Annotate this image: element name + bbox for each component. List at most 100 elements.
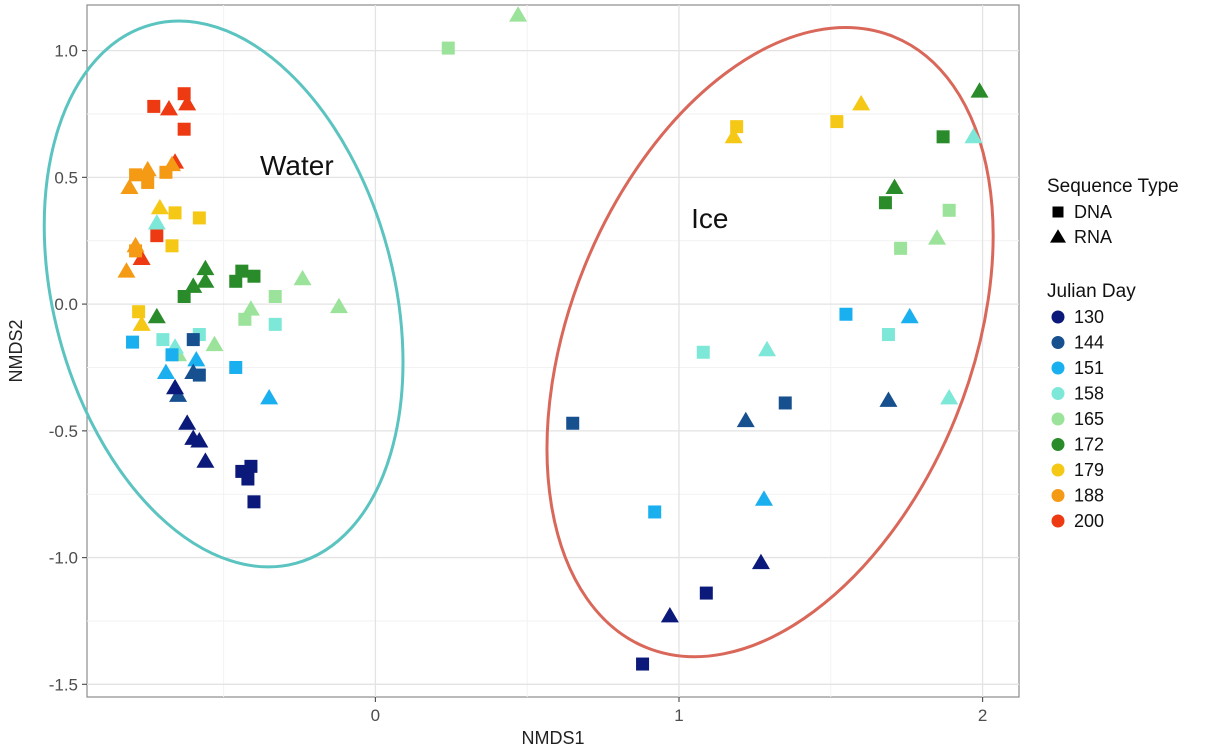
y-tick-label: -1.5 <box>49 675 78 694</box>
legend-color-label: 188 <box>1074 486 1104 506</box>
point-rna-day-200 <box>178 94 197 111</box>
legend-color-label: 179 <box>1074 460 1104 480</box>
point-rna-day-144 <box>184 363 203 380</box>
point-rna-day-188 <box>163 155 182 172</box>
point-dna-day-151 <box>165 348 179 362</box>
x-axis-title: NMDS1 <box>521 728 584 748</box>
point-dna-day-179 <box>132 305 146 319</box>
y-tick-label: 1.0 <box>54 42 78 61</box>
legend-color-label: 172 <box>1074 435 1104 455</box>
point-dna-day-144 <box>566 416 580 430</box>
legend-color-label: 158 <box>1074 384 1104 404</box>
point-rna-day-158 <box>964 127 983 144</box>
point-rna-day-130 <box>660 606 679 623</box>
point-dna-day-130 <box>241 472 255 486</box>
point-dna-day-151 <box>229 360 243 374</box>
point-dna-day-144 <box>186 333 200 347</box>
point-rna-day-200 <box>159 99 178 116</box>
point-rna-day-130 <box>190 432 209 448</box>
y-tick-label: 0.5 <box>54 168 78 187</box>
point-dna-day-158 <box>268 317 282 331</box>
point-rna-day-179 <box>150 198 169 215</box>
point-dna-day-172 <box>229 274 243 288</box>
group-label-ice: Ice <box>691 203 728 234</box>
plot-panel <box>86 4 1020 698</box>
legend-color-swatch <box>1051 361 1065 375</box>
point-rna-day-158 <box>758 340 777 357</box>
legend-color-swatch <box>1051 463 1065 477</box>
point-dna-day-172 <box>177 290 191 304</box>
point-rna-day-165 <box>205 335 224 352</box>
point-dna-day-151 <box>839 307 853 321</box>
point-dna-day-144 <box>778 396 792 410</box>
axes: 0 1 2 1.0 0.5 0.0 -0.5 -1.0 -1.5 <box>49 42 988 725</box>
y-tick-label: -0.5 <box>49 422 78 441</box>
point-dna-day-130 <box>244 459 258 473</box>
point-rna-day-151 <box>156 363 175 380</box>
point-rna-day-165 <box>329 297 348 314</box>
point-dna-day-200 <box>150 229 164 243</box>
point-rna-day-130 <box>196 452 215 468</box>
y-tick-label: 0.0 <box>54 295 78 314</box>
point-rna-day-151 <box>754 490 773 506</box>
point-dna-day-179 <box>830 115 844 129</box>
legend: Sequence Type Julian Day DNA RNA 130 144 151… <box>1047 176 1179 531</box>
point-dna-day-130 <box>699 586 713 600</box>
point-rna-day-144 <box>879 391 898 407</box>
point-rna-day-130 <box>166 378 185 395</box>
legend-color-label: 144 <box>1074 333 1104 353</box>
legend-color-label: 151 <box>1074 358 1104 378</box>
point-rna-day-172 <box>184 277 203 293</box>
point-rna-day-172 <box>147 307 166 324</box>
point-rna-day-151 <box>187 350 206 367</box>
ellipse-water <box>42 19 405 569</box>
point-dna-day-179 <box>168 206 182 220</box>
point-dna-day-172 <box>247 269 261 283</box>
point-dna-day-158 <box>696 345 710 359</box>
point-rna-day-165 <box>293 269 312 286</box>
point-dna-day-172 <box>878 196 892 210</box>
point-rna-day-151 <box>260 388 279 405</box>
point-rna-day-188 <box>117 262 136 278</box>
point-dna-day-179 <box>165 239 179 253</box>
point-rna-day-172 <box>196 272 215 288</box>
point-rna-day-165 <box>928 229 947 245</box>
point-rna-day-172 <box>196 259 215 276</box>
point-rna-day-188 <box>120 178 139 194</box>
x-tick-label: 2 <box>978 706 987 725</box>
legend-color-title: Julian Day <box>1047 281 1136 302</box>
point-dna-day-165 <box>238 312 252 326</box>
point-dna-day-172 <box>235 264 249 278</box>
legend-color-label: 165 <box>1074 409 1104 429</box>
point-dna-day-130 <box>247 495 261 509</box>
point-dna-day-165 <box>268 290 282 304</box>
point-rna-day-165 <box>509 6 528 22</box>
point-rna-day-144 <box>736 411 755 428</box>
point-dna-day-165 <box>942 203 956 217</box>
point-rna-day-179 <box>724 127 743 144</box>
point-rna-day-172 <box>970 82 989 98</box>
point-dna-day-130 <box>636 657 650 671</box>
legend-color-swatch <box>1051 438 1065 451</box>
point-dna-day-165 <box>441 41 455 55</box>
x-tick-label: 1 <box>674 706 683 725</box>
point-dna-day-158 <box>881 328 895 342</box>
point-dna-day-188 <box>141 175 155 189</box>
y-tick-label: -1.0 <box>49 549 78 568</box>
point-rna-day-130 <box>178 414 197 430</box>
point-dna-day-188 <box>129 168 143 182</box>
point-rna-day-165 <box>241 300 260 316</box>
group-ellipses: Water Ice <box>42 19 995 659</box>
point-dna-day-200 <box>147 99 161 113</box>
legend-color-swatch <box>1051 514 1065 528</box>
legend-color-swatch <box>1051 489 1065 502</box>
legend-color-swatch <box>1051 387 1065 400</box>
legend-square-icon <box>1052 206 1064 218</box>
legend-shape-label: RNA <box>1074 227 1112 247</box>
point-rna-day-188 <box>126 236 145 253</box>
point-rna-day-158 <box>147 214 166 230</box>
data-points <box>117 6 989 671</box>
legend-triangle-icon <box>1050 229 1066 243</box>
point-dna-day-151 <box>126 335 140 349</box>
